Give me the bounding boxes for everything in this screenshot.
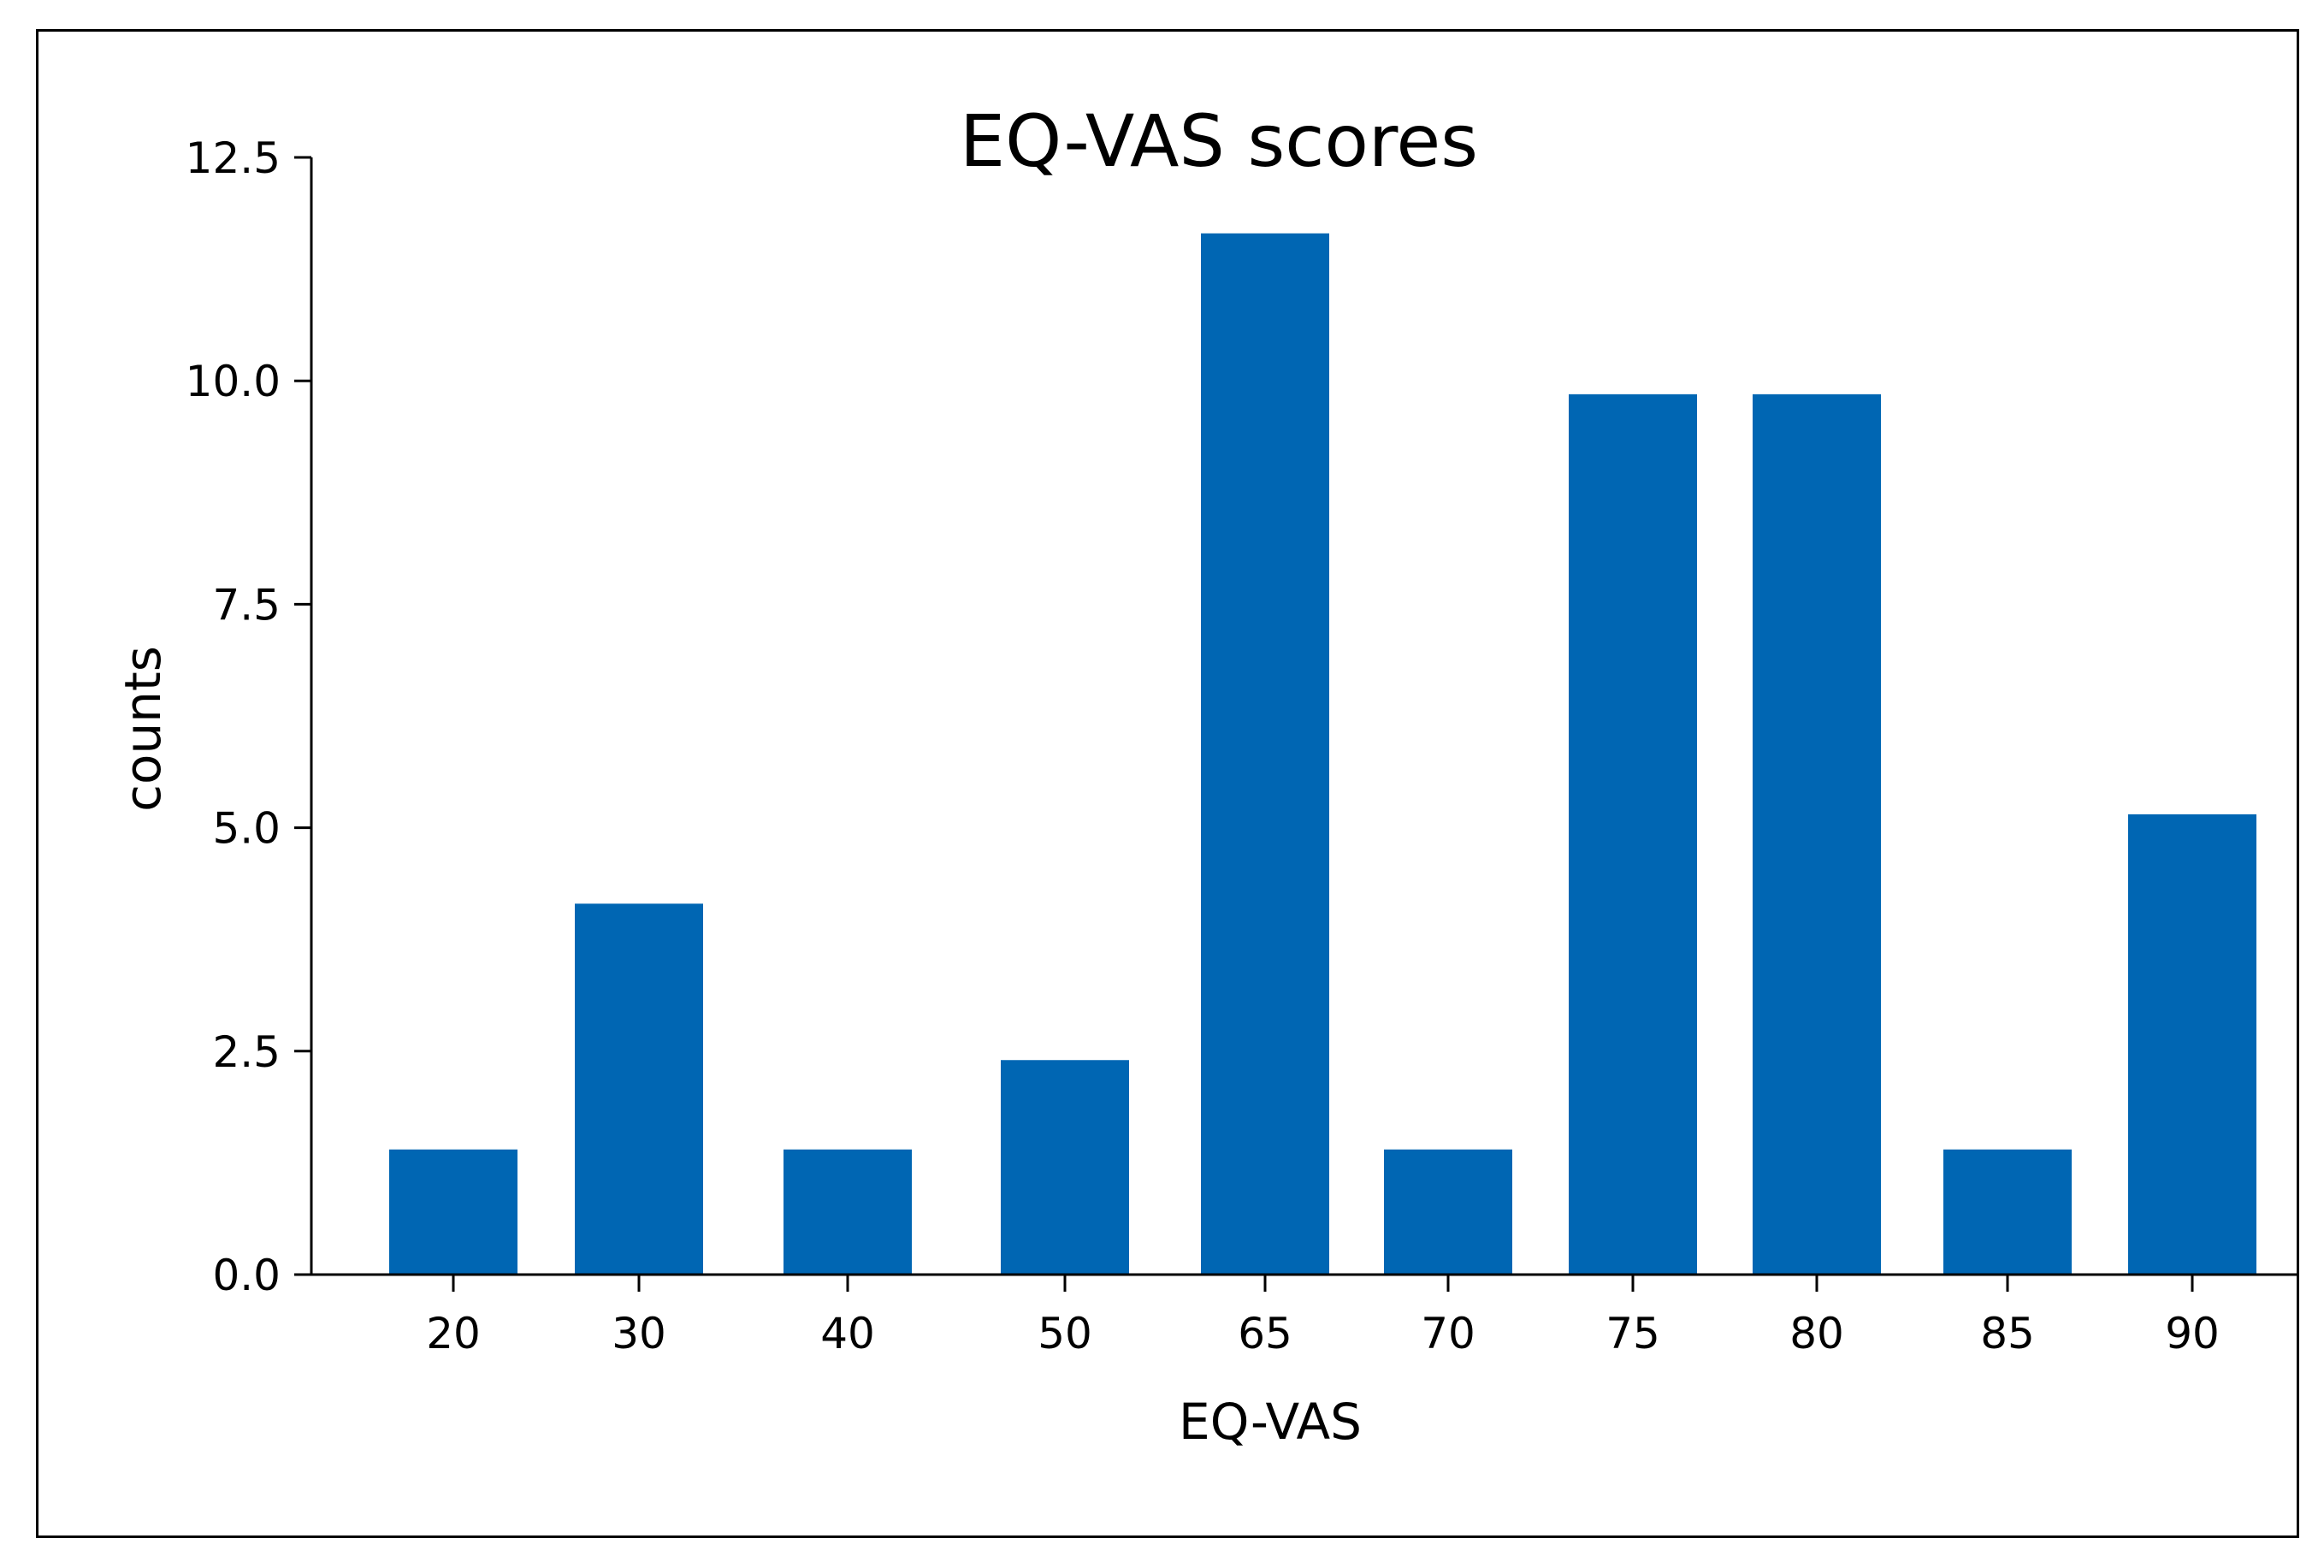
x-tick-label: 20 [426, 1309, 481, 1358]
bar-70 [1384, 1149, 1512, 1275]
x-tick-label: 65 [1238, 1309, 1292, 1358]
x-tick-label: 85 [1980, 1309, 2035, 1358]
x-tick-label: 40 [820, 1309, 875, 1358]
bar-20 [389, 1149, 517, 1275]
chart-frame: EQ-VAS scores 0.0 2.5 5.0 7.5 10.0 12.5 20 30 4… [36, 29, 2299, 1538]
x-tick-label: 70 [1421, 1309, 1475, 1358]
x-tick-label: 50 [1038, 1309, 1092, 1358]
y-axis-ticks: 0.0 2.5 5.0 7.5 10.0 12.5 [186, 133, 311, 1300]
y-axis-label: counts [114, 646, 172, 812]
bar-40 [784, 1149, 912, 1275]
bar-85 [1943, 1149, 2072, 1275]
x-tick-label: 90 [2165, 1309, 2220, 1358]
bars-layer [389, 233, 2256, 1275]
chart-title: EQ-VAS scores [960, 99, 1478, 183]
bar-65 [1201, 233, 1329, 1275]
x-axis-ticks: 20 30 40 50 65 70 75 80 85 90 [426, 1275, 2220, 1358]
bar-80 [1753, 393, 1881, 1275]
bar-30 [575, 903, 703, 1275]
bar-75 [1569, 393, 1697, 1275]
bar-50 [1001, 1060, 1129, 1275]
x-tick-label: 75 [1606, 1309, 1660, 1358]
bar-90 [2128, 814, 2256, 1275]
y-tick-label: 5.0 [212, 804, 281, 854]
x-tick-label: 80 [1789, 1309, 1844, 1358]
y-tick-label: 0.0 [212, 1251, 281, 1300]
y-tick-label: 10.0 [186, 357, 281, 406]
x-tick-label: 30 [612, 1309, 666, 1358]
y-tick-label: 12.5 [186, 133, 281, 183]
y-tick-label: 7.5 [212, 580, 281, 630]
x-axis-label: EQ-VAS [1179, 1393, 1362, 1451]
y-tick-label: 2.5 [212, 1027, 281, 1077]
bar-chart: EQ-VAS scores 0.0 2.5 5.0 7.5 10.0 12.5 20 30 4… [114, 99, 2297, 1451]
